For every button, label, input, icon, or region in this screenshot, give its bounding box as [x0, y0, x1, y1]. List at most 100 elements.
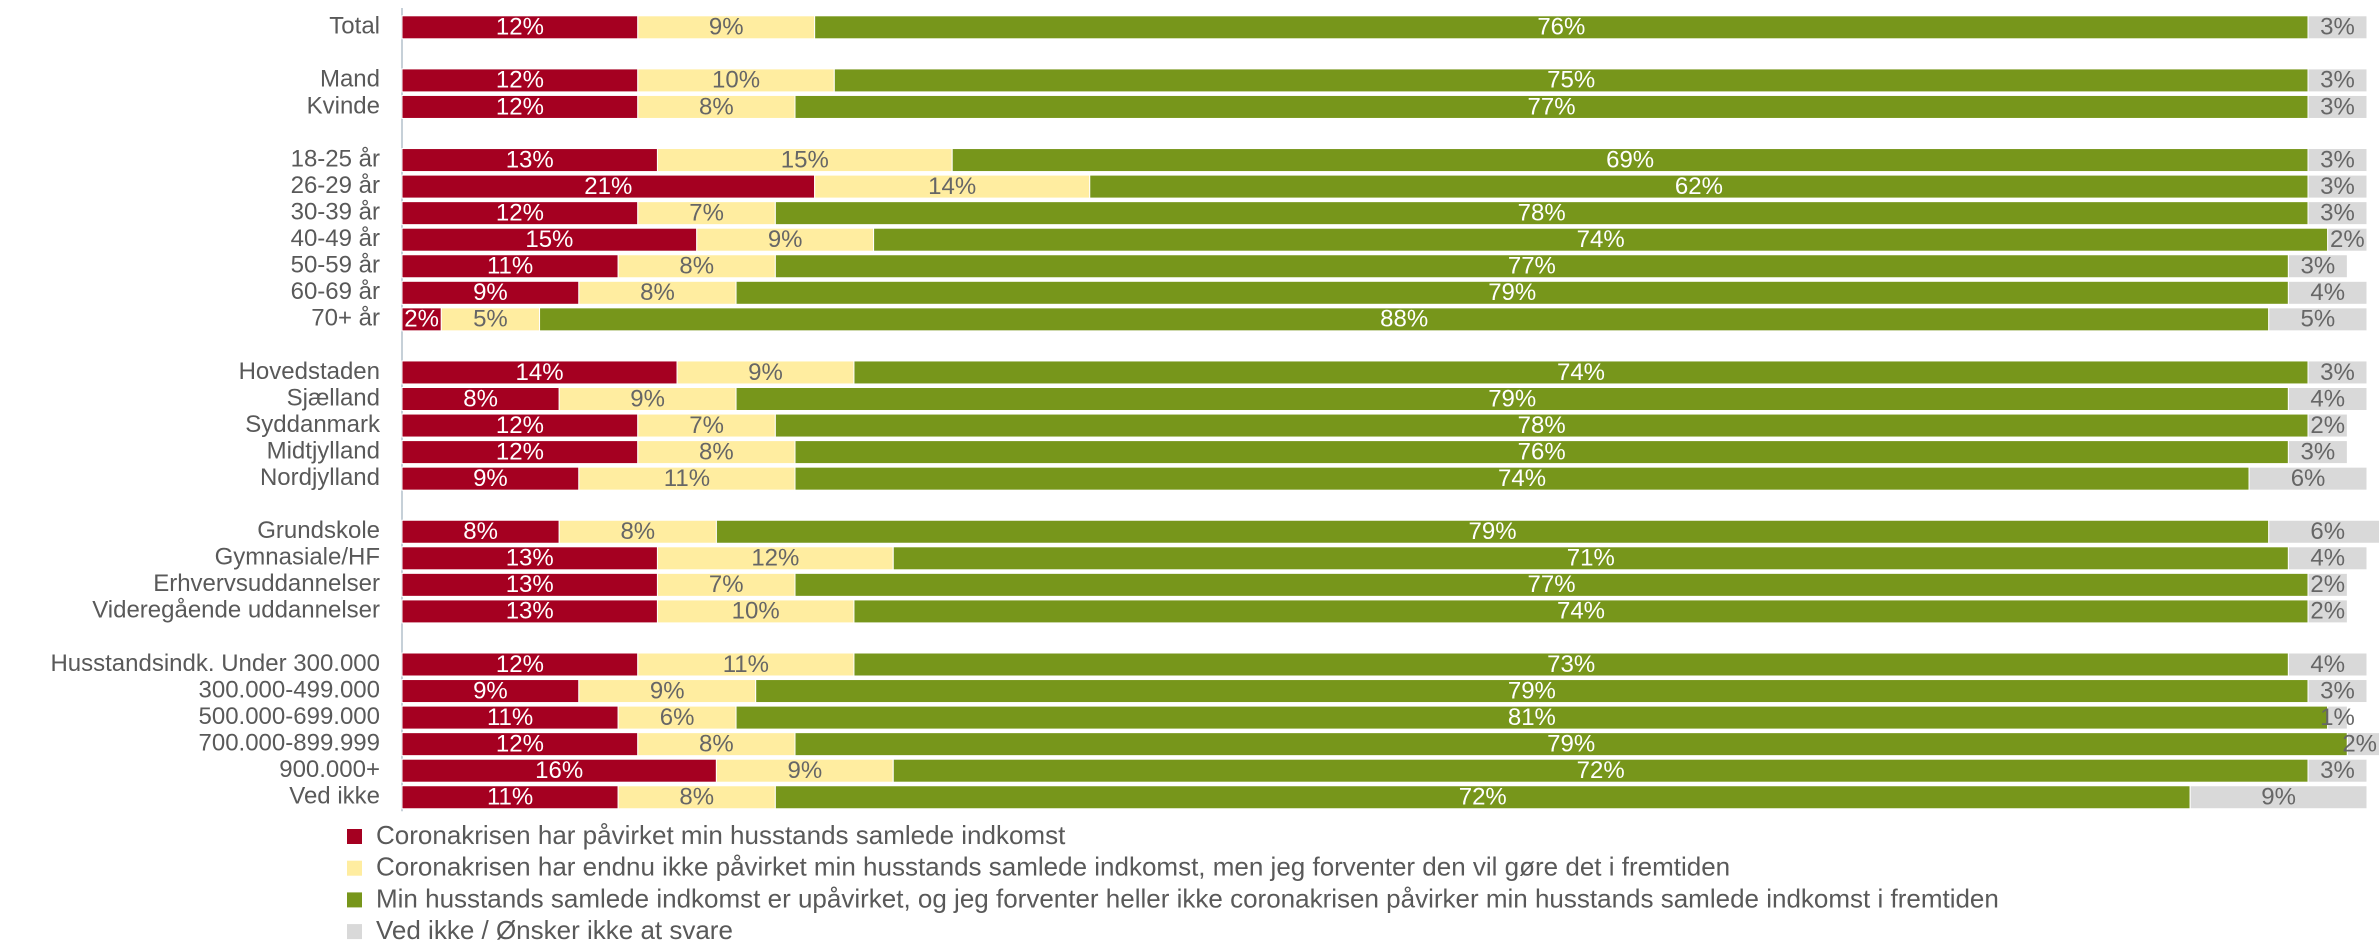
value-label: 6%: [2291, 465, 2326, 492]
value-label: 4%: [2310, 651, 2345, 678]
bar-segment: [2307, 148, 2368, 173]
bar-segment: [2268, 307, 2368, 332]
value-label: 16%: [535, 757, 583, 784]
category-label: 50-59 år: [291, 252, 380, 279]
value-label: 9%: [768, 226, 803, 253]
value-label: 74%: [1577, 226, 1625, 253]
legend-swatch: [347, 829, 362, 844]
bar-segment: [2307, 360, 2368, 385]
value-label: 8%: [640, 279, 675, 306]
value-label: 12%: [496, 199, 544, 226]
value-label: 79%: [1508, 677, 1556, 704]
category-label: Erhvervsuddannelser: [153, 570, 380, 597]
bar-segment: [2307, 599, 2348, 624]
bar-segment: [2327, 705, 2348, 730]
legend-swatch: [347, 924, 362, 940]
category-label: 40-49 år: [291, 225, 380, 252]
category-label: 700.000-899.999: [199, 729, 381, 756]
value-label: 11%: [487, 784, 533, 811]
value-label: 2%: [404, 306, 439, 333]
value-label: 79%: [1547, 730, 1595, 757]
legend-label: Coronakrisen har påvirket min husstands …: [376, 820, 1066, 850]
value-label: 88%: [1380, 306, 1428, 333]
value-label: 72%: [1577, 757, 1625, 784]
value-label: 11%: [664, 465, 710, 492]
value-label: 79%: [1488, 385, 1536, 412]
value-label: 9%: [473, 465, 508, 492]
bar-segment: [2287, 280, 2368, 305]
bar-segment: [2287, 254, 2348, 279]
value-label: 12%: [496, 412, 544, 439]
value-label: 8%: [699, 730, 734, 757]
value-label: 77%: [1508, 253, 1556, 280]
value-label: 72%: [1459, 784, 1507, 811]
legend-swatch: [347, 860, 362, 876]
value-label: 3%: [2320, 93, 2355, 120]
category-label: 900.000+: [279, 756, 380, 783]
value-label: 10%: [732, 598, 780, 625]
value-label: 8%: [699, 438, 734, 465]
value-label: 79%: [1488, 279, 1536, 306]
value-label: 14%: [928, 173, 976, 200]
value-label: 8%: [679, 784, 714, 811]
bar-segment: [2248, 466, 2368, 491]
value-label: 9%: [2261, 784, 2296, 811]
category-label: Total: [329, 13, 380, 40]
category-label: Sjælland: [287, 384, 380, 411]
value-label: 3%: [2320, 359, 2355, 386]
value-label: 77%: [1528, 571, 1576, 598]
legend-label: Coronakrisen har endnu ikke påvirket min…: [376, 852, 1730, 882]
value-label: 15%: [781, 146, 829, 173]
bar-segment: [2307, 413, 2348, 438]
value-label: 9%: [787, 757, 822, 784]
category-label: Hovedstaden: [239, 358, 380, 385]
value-label: 73%: [1547, 651, 1595, 678]
category-label: 18-25 år: [291, 145, 380, 172]
value-label: 76%: [1537, 14, 1585, 41]
value-label: 2%: [2310, 571, 2345, 598]
category-label: Syddanmark: [245, 411, 381, 438]
value-label: 9%: [650, 677, 685, 704]
value-label: 3%: [2301, 253, 2336, 280]
category-label: 500.000-699.000: [199, 703, 381, 730]
value-label: 3%: [2320, 199, 2355, 226]
value-label: 77%: [1528, 93, 1576, 120]
value-label: 3%: [2320, 14, 2355, 41]
legend-swatch: [347, 892, 362, 908]
value-label: 15%: [525, 226, 573, 253]
legend-label: Min husstands samlede indkomst er upåvir…: [376, 883, 1999, 913]
value-label: 13%: [506, 146, 554, 173]
value-label: 3%: [2320, 757, 2355, 784]
value-label: 5%: [473, 306, 508, 333]
value-label: 12%: [496, 730, 544, 757]
value-label: 11%: [723, 651, 769, 678]
value-label: 2%: [2310, 598, 2345, 625]
value-label: 79%: [1469, 518, 1517, 545]
value-label: 21%: [584, 173, 632, 200]
value-label: 4%: [2310, 545, 2345, 572]
value-label: 8%: [463, 385, 498, 412]
value-label: 74%: [1557, 598, 1605, 625]
value-label: 75%: [1547, 67, 1595, 94]
value-label: 4%: [2310, 385, 2345, 412]
value-label: 8%: [620, 518, 655, 545]
bar-segment: [2307, 94, 2368, 119]
value-label: 3%: [2301, 438, 2336, 465]
category-label: 30-39 år: [291, 198, 380, 225]
value-label: 62%: [1675, 173, 1723, 200]
value-label: 3%: [2320, 146, 2355, 173]
value-label: 11%: [487, 704, 533, 731]
value-label: 76%: [1518, 438, 1566, 465]
value-label: 69%: [1606, 146, 1654, 173]
bar-segment: [2307, 68, 2368, 93]
value-label: 81%: [1508, 704, 1556, 731]
bar-segment: [2189, 785, 2368, 810]
value-label: 2%: [2330, 226, 2365, 253]
value-label: 7%: [689, 412, 724, 439]
value-label: 13%: [506, 598, 554, 625]
bar-segment: [2287, 440, 2348, 465]
bar-segment: [2307, 572, 2348, 597]
value-label: 12%: [496, 14, 544, 41]
value-label: 6%: [2310, 518, 2345, 545]
